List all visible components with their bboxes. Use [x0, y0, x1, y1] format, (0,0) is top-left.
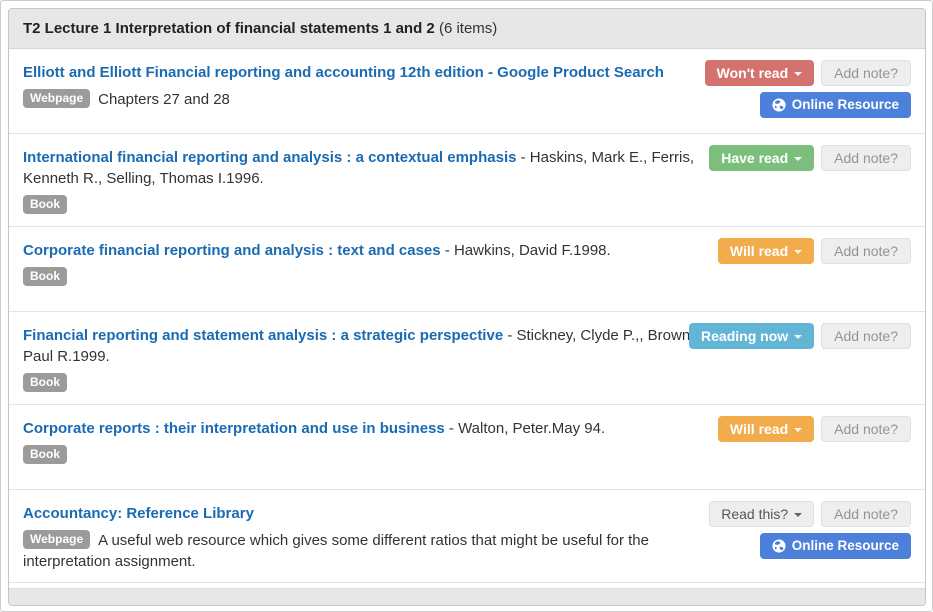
list-item: Elliott and Elliott Financial reporting … — [9, 49, 925, 134]
add-note-button[interactable]: Add note? — [821, 238, 911, 264]
item-badge-line: Book — [23, 373, 703, 394]
reading-list-items: Elliott and Elliott Financial reporting … — [9, 49, 925, 588]
read-status-dropdown[interactable]: Have read — [709, 145, 815, 171]
read-status-dropdown[interactable]: Read this? — [709, 501, 815, 527]
read-status-label: Will read — [729, 243, 789, 259]
chevron-down-icon — [794, 428, 803, 432]
item-title-link[interactable]: Accountancy: Reference Library — [23, 505, 254, 522]
online-resource-label: Online Resource — [791, 538, 899, 553]
add-note-button[interactable]: Add note? — [821, 323, 911, 349]
item-title-line: Elliott and Elliott Financial reporting … — [23, 62, 703, 83]
item-main: Elliott and Elliott Financial reporting … — [23, 60, 715, 123]
online-resource-button[interactable]: Online Resource — [759, 533, 911, 559]
item-badge-line: Book — [23, 195, 703, 216]
item-count: (6 items) — [438, 20, 498, 37]
item-badge-line: Book — [23, 445, 703, 466]
section-title: T2 Lecture 1 Interpretation of financial… — [23, 20, 435, 37]
read-status-label: Will read — [729, 421, 789, 437]
item-actions: Will read Add note? Online Resource — [715, 238, 911, 301]
chevron-down-icon — [794, 513, 803, 517]
read-status-dropdown[interactable]: Reading now — [689, 323, 815, 349]
item-authors: - Stickney, Clyde P.,, Brown, Paul R.199… — [23, 327, 695, 365]
globe-icon — [772, 98, 786, 112]
read-status-label: Reading now — [701, 328, 789, 344]
item-actions: Have read Add note? Online Resource — [709, 145, 911, 216]
add-note-button[interactable]: Add note? — [821, 145, 911, 171]
read-status-label: Read this? — [721, 506, 789, 522]
item-description: A useful web resource which gives some d… — [23, 532, 649, 570]
item-title-link[interactable]: International financial reporting and an… — [23, 149, 517, 166]
item-description: Chapters 27 and 28 — [98, 91, 230, 108]
action-row: Read this? Add note? — [709, 501, 911, 527]
item-title-line: International financial reporting and an… — [23, 147, 703, 189]
action-row: Will read Add note? — [717, 416, 911, 442]
item-main: Financial reporting and statement analys… — [23, 323, 715, 394]
item-actions: Will read Add note? Online Resource — [715, 416, 911, 479]
item-type-badge: Webpage — [23, 89, 91, 108]
item-title-line: Accountancy: Reference Library — [23, 503, 703, 524]
list-item: Financial reporting and statement analys… — [9, 312, 925, 405]
read-status-dropdown[interactable]: Will read — [717, 238, 815, 264]
chevron-down-icon — [794, 335, 803, 339]
read-status-label: Have read — [721, 150, 789, 166]
add-note-button[interactable]: Add note? — [821, 416, 911, 442]
item-authors: - Hawkins, David F.1998. — [440, 242, 611, 259]
item-type-badge: Book — [23, 373, 67, 392]
item-type-badge: Book — [23, 267, 67, 286]
item-main: Corporate reports : their interpretation… — [23, 416, 715, 479]
read-status-dropdown[interactable]: Won't read — [704, 60, 815, 86]
item-badge-line: Webpage Chapters 27 and 28 — [23, 89, 703, 110]
item-type-badge: Book — [23, 195, 67, 214]
action-row: Will read Add note? — [717, 238, 911, 264]
list-item: International financial reporting and an… — [9, 134, 925, 227]
list-item: Corporate reports : their interpretation… — [9, 405, 925, 490]
action-row: Won't read Add note? — [704, 60, 911, 86]
item-title-link[interactable]: Elliott and Elliott Financial reporting … — [23, 64, 664, 81]
item-title-line: Corporate reports : their interpretation… — [23, 418, 703, 439]
action-row: Reading now Add note? — [689, 323, 911, 349]
add-note-button[interactable]: Add note? — [821, 501, 911, 527]
chevron-down-icon — [794, 250, 803, 254]
item-actions: Reading now Add note? Online Resource — [689, 323, 911, 394]
item-main: Corporate financial reporting and analys… — [23, 238, 715, 301]
panel-footer — [9, 588, 925, 605]
action-row: Have read Add note? — [709, 145, 911, 171]
item-title-link[interactable]: Corporate financial reporting and analys… — [23, 242, 441, 259]
online-resource-button[interactable]: Online Resource — [759, 92, 911, 118]
item-title-line: Corporate financial reporting and analys… — [23, 240, 703, 261]
read-status-label: Won't read — [716, 65, 789, 81]
item-type-badge: Book — [23, 445, 67, 464]
item-main: International financial reporting and an… — [23, 145, 715, 216]
item-badge-line: Book — [23, 267, 703, 288]
chevron-down-icon — [794, 157, 803, 161]
online-resource-label: Online Resource — [791, 97, 899, 112]
item-actions: Won't read Add note? Online Resource — [704, 60, 911, 123]
item-title-link[interactable]: Financial reporting and statement analys… — [23, 327, 504, 344]
item-title-link[interactable]: Corporate reports : their interpretation… — [23, 420, 445, 437]
item-authors: - Walton, Peter.May 94. — [444, 420, 606, 437]
list-item: Accountancy: Reference Library Webpage A … — [9, 490, 925, 583]
item-actions: Read this? Add note? Online Resource — [709, 501, 911, 572]
item-authors: - Haskins, Mark E., Ferris, Kenneth R., … — [23, 149, 694, 187]
list-item: Corporate financial reporting and analys… — [9, 227, 925, 312]
item-badge-line: Webpage A useful web resource which gives… — [23, 530, 703, 572]
chevron-down-icon — [794, 72, 803, 76]
globe-icon — [772, 539, 786, 553]
read-status-dropdown[interactable]: Will read — [717, 416, 815, 442]
reading-list-panel: T2 Lecture 1 Interpretation of financial… — [8, 8, 926, 606]
item-type-badge: Webpage — [23, 530, 91, 549]
add-note-button[interactable]: Add note? — [821, 60, 911, 86]
item-main: Accountancy: Reference Library Webpage A … — [23, 501, 715, 572]
item-title-line: Financial reporting and statement analys… — [23, 325, 703, 367]
reading-list-header: T2 Lecture 1 Interpretation of financial… — [9, 9, 925, 49]
